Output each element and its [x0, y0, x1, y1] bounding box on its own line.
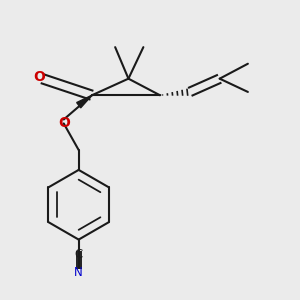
Text: C: C: [74, 248, 83, 261]
Text: O: O: [58, 116, 70, 130]
Text: N: N: [74, 266, 83, 279]
Text: O: O: [33, 70, 45, 84]
Polygon shape: [77, 95, 92, 108]
